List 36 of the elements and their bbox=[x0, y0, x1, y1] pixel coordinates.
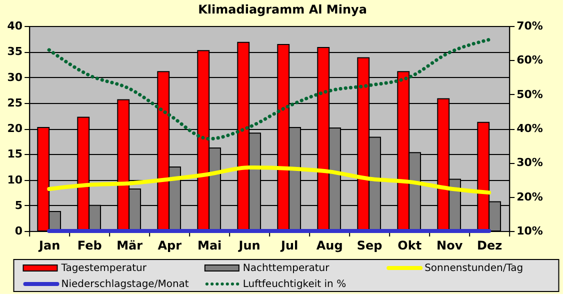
y-tick-label: 20 bbox=[7, 122, 23, 135]
y2-tick-label: 30% bbox=[516, 156, 543, 170]
x-tick-label: Jul bbox=[280, 238, 298, 252]
line-series bbox=[47, 165, 492, 195]
x-tick-label: Mai bbox=[198, 238, 222, 252]
y-tick-label: 35 bbox=[7, 45, 23, 58]
y-tick-label: 5 bbox=[14, 198, 23, 212]
x-tick-label: Jan bbox=[38, 238, 60, 252]
legend-label: Tagestemperatur bbox=[60, 263, 148, 274]
y-tick-label: 0 bbox=[14, 224, 23, 238]
legend-label: Sonnenstunden/Tag bbox=[424, 263, 524, 274]
legend-label: Nachttemperatur bbox=[242, 263, 330, 274]
y2-tick-label: 10% bbox=[516, 224, 543, 238]
y2-tick-label: 50% bbox=[516, 88, 543, 101]
x-tick-label: Apr bbox=[158, 238, 182, 252]
y-tick-label: 25 bbox=[7, 96, 23, 110]
y2-tick-label: 60% bbox=[516, 54, 543, 67]
x-tick-label: Feb bbox=[77, 238, 102, 252]
x-tick-label: Mär bbox=[116, 238, 143, 252]
y2-tick-label: 20% bbox=[516, 190, 543, 204]
y-tick-label: 30 bbox=[7, 70, 23, 84]
x-tick-label: Nov bbox=[436, 238, 463, 252]
x-tick-label: Sep bbox=[356, 238, 383, 252]
y2-tick-label: 70% bbox=[516, 20, 543, 32]
y-tick-label: 15 bbox=[7, 148, 23, 161]
x-tick-label: Dez bbox=[477, 238, 502, 252]
y-tick-label: 40 bbox=[7, 20, 23, 32]
x-tick-label: Jun bbox=[238, 238, 260, 252]
y2-tick-label: 40% bbox=[516, 122, 543, 135]
legend-label: Luftfeuchtigkeit in % bbox=[242, 279, 346, 290]
x-tick-label: Aug bbox=[316, 238, 343, 252]
legend-label: Niederschlagstage/Monat bbox=[61, 279, 189, 290]
chart-title: Klimadiagramm Al Minya bbox=[198, 2, 367, 16]
x-tick-label: Okt bbox=[398, 238, 422, 252]
line-series bbox=[47, 38, 491, 140]
y-tick-label: 10 bbox=[7, 173, 23, 186]
